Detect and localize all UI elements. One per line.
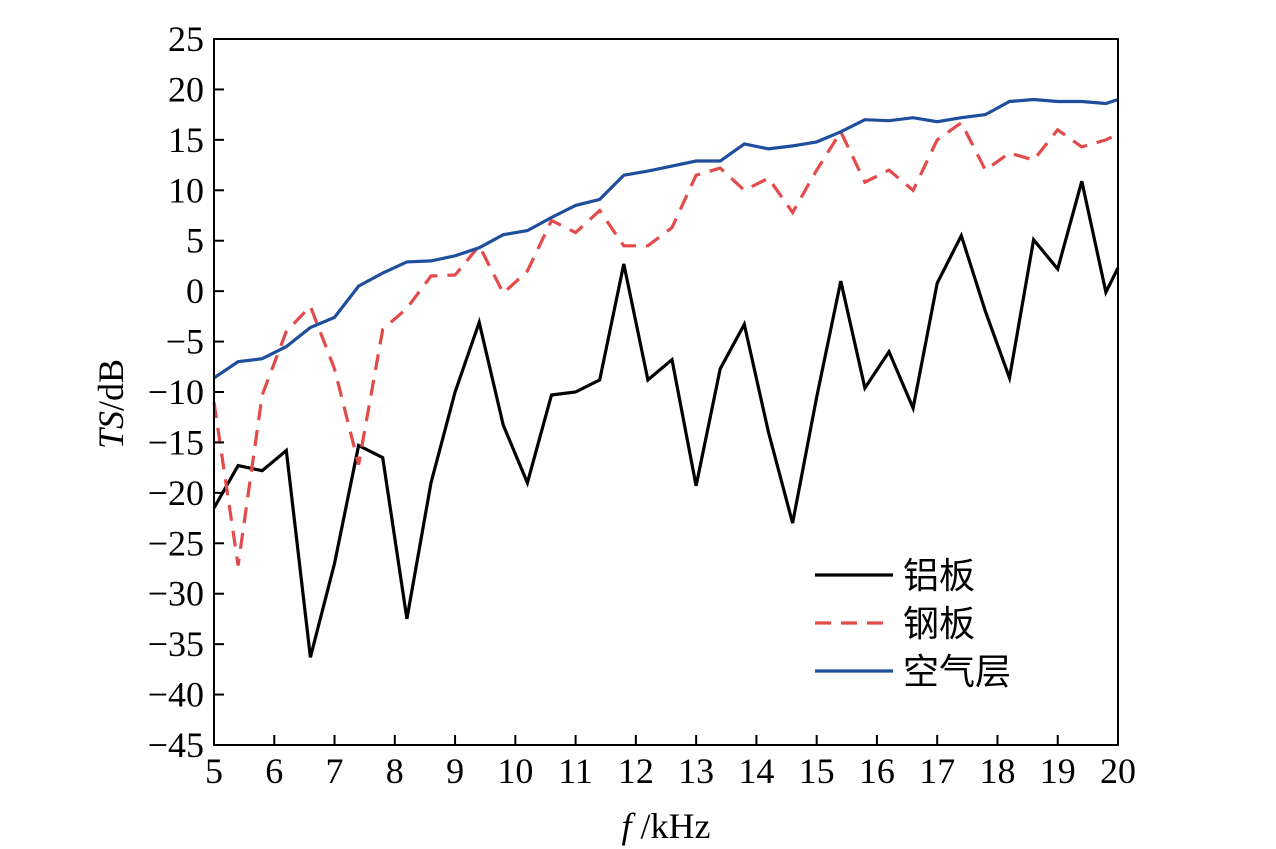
plot-area [212,97,1120,658]
y-axis-label-unit: /dB [91,359,131,411]
y-tick-label: −35 [148,624,204,664]
y-tick-label: −25 [148,523,204,563]
y-tick-label: −45 [148,725,204,765]
x-axis-label: f /kHz [622,806,711,846]
x-tick-label: 18 [979,751,1015,791]
y-tick-label: −40 [148,675,204,715]
x-tick-label: 15 [799,751,835,791]
legend-label: 空气层 [903,652,1011,692]
series-line-1 [212,180,1120,658]
x-tick-label: 19 [1040,751,1076,791]
y-tick-label: −5 [166,322,204,362]
series-line-3 [213,97,1119,380]
x-tick-label: 8 [386,751,404,791]
y-tick-label: −15 [148,422,204,462]
y-tick-label: −20 [148,473,204,513]
legend-label: 铝板 [903,556,975,596]
y-axis-label-symbol: TS [91,411,131,449]
x-axis-label-unit: /kHz [632,806,711,846]
plot-frame [213,38,1119,746]
y-tick-label: 25 [168,19,204,59]
y-tick-label: 15 [168,120,204,160]
y-tick-label: 20 [168,69,204,109]
y-tick-label: 10 [168,170,204,210]
x-tick-label: 9 [446,751,464,791]
x-tick-label: 10 [497,751,533,791]
y-tick-label: −10 [148,372,204,412]
y-tick-label: −30 [148,574,204,614]
legend-label: 钢板 [903,604,975,644]
x-tick-label: 20 [1100,751,1136,791]
y-tick-label: 0 [186,271,204,311]
series-line-2 [212,120,1119,566]
y-tick-label: 5 [186,221,204,261]
y-axis-label: TS/dB [91,359,131,449]
axis-ticks: 5 6 7 8 9 10 11 12 13 14 15 16 17 18 19 20 25 20 15 10 5 0 −5 −… [148,19,1136,791]
x-tick-label: 6 [265,751,283,791]
x-tick-label: 7 [326,751,344,791]
x-tick-label: 16 [859,751,895,791]
x-tick-label: 13 [678,751,714,791]
x-tick-label: 11 [558,751,593,791]
x-tick-label: 17 [919,751,955,791]
x-tick-label: 5 [205,751,223,791]
x-tick-label: 12 [618,751,654,791]
x-tick-label: 14 [738,751,774,791]
